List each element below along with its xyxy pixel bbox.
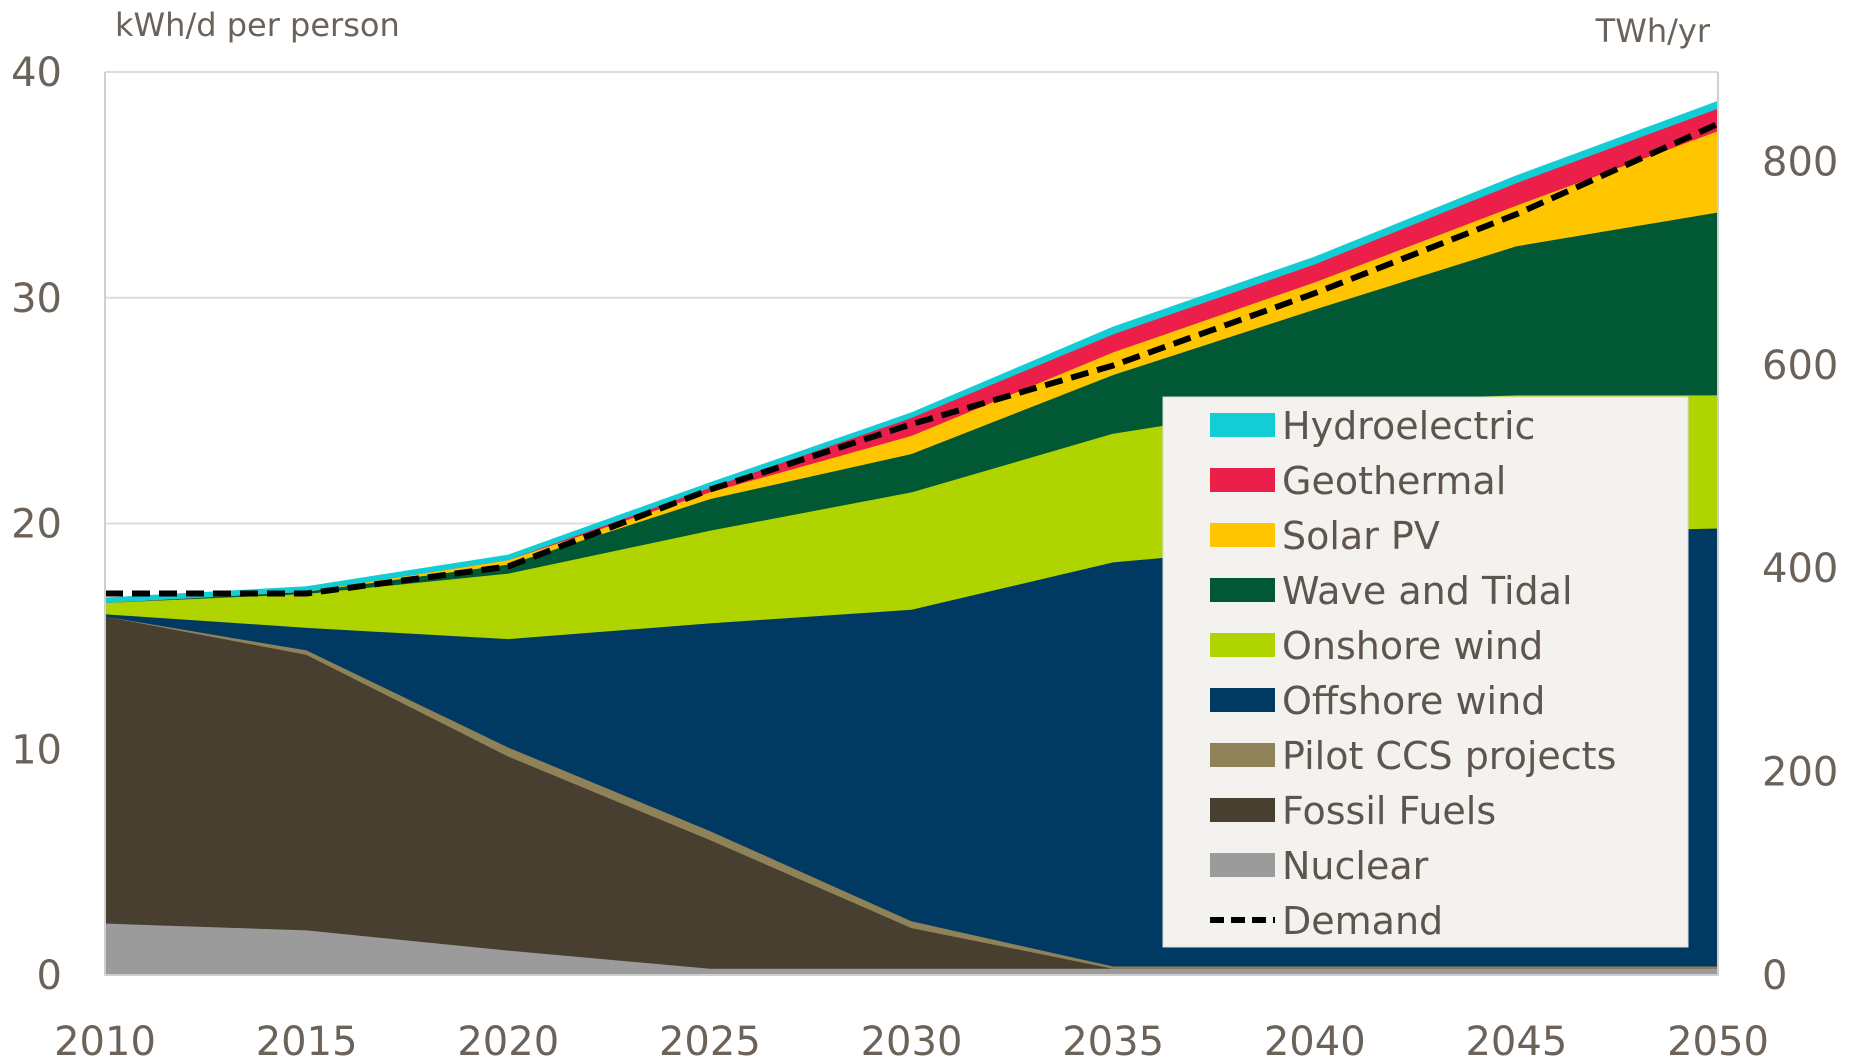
legend-swatch-wave-and-tidal (1210, 578, 1275, 602)
legend-label-onshore-wind: Onshore wind (1282, 624, 1543, 668)
legend-label-fossil-fuels: Fossil Fuels (1282, 789, 1496, 833)
left-tick-label: 40 (11, 50, 62, 96)
x-tick-label: 2050 (1667, 1019, 1769, 1061)
legend-label-solar-pv: Solar PV (1282, 514, 1440, 558)
x-tick-label: 2035 (1062, 1019, 1164, 1061)
right-tick-label: 200 (1762, 750, 1838, 796)
legend-label-hydroelectric: Hydroelectric (1282, 404, 1535, 448)
x-tick-label: 2025 (659, 1019, 761, 1061)
x-tick-label: 2045 (1465, 1019, 1567, 1061)
legend-label-pilot-ccs-projects: Pilot CCS projects (1282, 734, 1616, 778)
right-tick-label: 800 (1762, 139, 1838, 185)
right-axis-label: TWh/yr (1595, 12, 1711, 50)
x-tick-label: 2020 (457, 1019, 559, 1061)
left-tick-label: 30 (11, 276, 62, 322)
left-axis-label: kWh/d per person (115, 6, 400, 44)
x-tick-label: 2015 (256, 1019, 358, 1061)
right-tick-label: 600 (1762, 343, 1838, 389)
left-tick-label: 0 (37, 953, 62, 999)
legend: Hydroelectric Geothermal Solar PV Wave and … (1162, 396, 1689, 948)
legend-swatch-hydroelectric (1210, 413, 1275, 437)
right-tick-label: 400 (1762, 546, 1838, 592)
right-tick-label: 0 (1762, 953, 1787, 999)
axes (104, 72, 1719, 976)
left-tick-label: 10 (11, 727, 62, 773)
legend-swatch-solar-pv (1210, 523, 1275, 547)
legend-swatch-geothermal (1210, 468, 1275, 492)
x-tick-label: 2030 (861, 1019, 963, 1061)
legend-label-wave-and-tidal: Wave and Tidal (1282, 569, 1573, 613)
legend-label-geothermal: Geothermal (1282, 459, 1506, 503)
x-tick-label: 2010 (54, 1019, 156, 1061)
legend-label-nuclear: Nuclear (1282, 844, 1429, 888)
legend-swatch-pilot-ccs-projects (1210, 743, 1275, 767)
legend-label-demand: Demand (1282, 899, 1443, 943)
legend-label-offshore-wind: Offshore wind (1282, 679, 1545, 723)
legend-swatch-nuclear (1210, 853, 1275, 877)
legend-swatch-onshore-wind (1210, 633, 1275, 657)
x-tick-label: 2040 (1264, 1019, 1366, 1061)
legend-swatch-offshore-wind (1210, 688, 1275, 712)
left-tick-label: 20 (11, 502, 62, 548)
legend-swatch-fossil-fuels (1210, 798, 1275, 822)
